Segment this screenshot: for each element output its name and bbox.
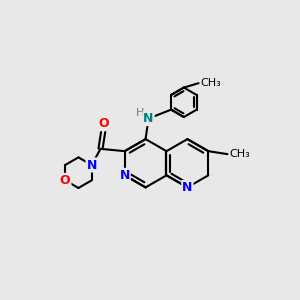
Text: N: N <box>119 169 130 182</box>
Text: CH₃: CH₃ <box>200 78 221 88</box>
Text: N: N <box>86 158 97 172</box>
Text: N: N <box>182 181 193 194</box>
Text: CH₃: CH₃ <box>229 149 250 159</box>
Text: H: H <box>136 108 145 118</box>
Text: N: N <box>143 112 154 125</box>
Text: O: O <box>98 117 109 130</box>
Text: O: O <box>60 174 70 187</box>
